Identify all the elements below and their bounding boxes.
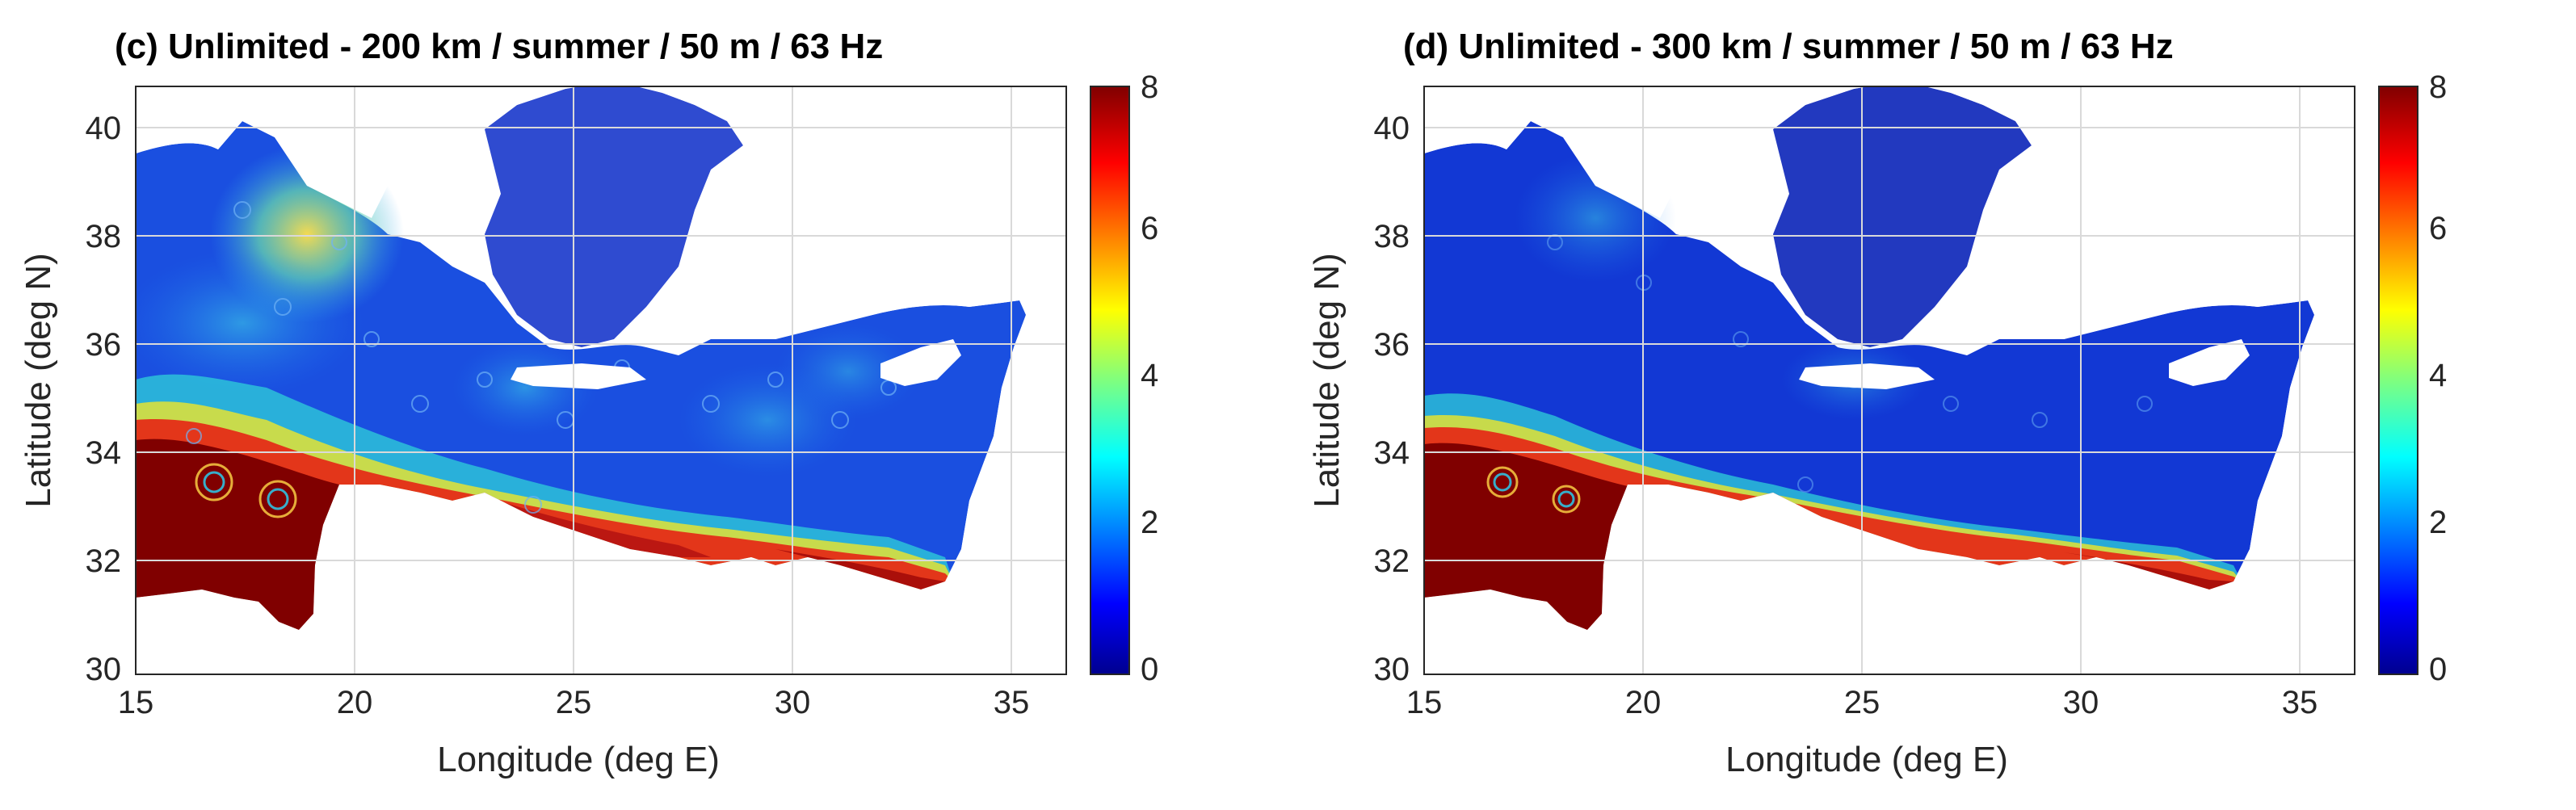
map-figure-d: (d) Unlimited - 300 km / summer / 50 m /… — [1307, 27, 2447, 779]
y-axis-label: Latitude (deg N) — [19, 253, 58, 508]
y-tick: 32 — [1374, 543, 1410, 579]
y-tick: 34 — [1374, 435, 1410, 471]
x-tick: 25 — [556, 685, 592, 720]
colorbar-tick: 6 — [1141, 211, 1158, 246]
colorbar-tick: 6 — [2429, 211, 2447, 246]
colorbar-tick: 8 — [1141, 69, 1158, 105]
colorbar-tick: 0 — [2429, 652, 2447, 687]
x-axis-label: Longitude (deg E) — [1725, 740, 2008, 779]
y-axis-label: Latitude (deg N) — [1307, 253, 1347, 508]
crete-island — [1799, 363, 1935, 389]
x-tick: 35 — [2282, 685, 2318, 720]
cyprus-island — [2169, 339, 2250, 386]
land-mask — [136, 81, 1066, 674]
panel-title: (d) Unlimited - 300 km / summer / 50 m /… — [1403, 27, 2174, 66]
colorbar-tick: 4 — [1141, 358, 1158, 393]
y-tick: 40 — [86, 111, 122, 146]
x-tick: 20 — [337, 685, 373, 720]
map-panel-c: (c) Unlimited - 200 km / summer / 50 m /… — [19, 27, 1158, 779]
colorbar-tick: 2 — [1141, 505, 1158, 540]
x-tick: 35 — [994, 685, 1030, 720]
axes-frame — [135, 86, 1067, 675]
y-tick: 36 — [86, 327, 122, 363]
x-tick: 30 — [775, 685, 811, 720]
colorbar-tick-labels: 0 2 4 6 8 — [1141, 69, 1158, 687]
y-tick: 30 — [1374, 652, 1410, 687]
x-tick: 15 — [1406, 685, 1443, 720]
x-tick: 25 — [1844, 685, 1881, 720]
grid-lines — [1424, 86, 2355, 674]
y-tick-labels: 30 32 34 36 38 40 — [1374, 111, 1410, 687]
y-tick: 40 — [1374, 111, 1410, 146]
grid-lines — [136, 86, 1066, 674]
colorbar-tick: 8 — [2429, 69, 2447, 105]
y-tick-labels: 30 32 34 36 38 40 — [86, 111, 122, 687]
land-mask — [1424, 81, 2355, 674]
y-tick: 32 — [86, 543, 122, 579]
x-tick: 20 — [1625, 685, 1662, 720]
crete-island — [511, 363, 646, 389]
colorbar-tick: 0 — [1141, 652, 1158, 687]
colorbar-tick: 2 — [2429, 505, 2447, 540]
map-panel-d: (d) Unlimited - 300 km / summer / 50 m /… — [1288, 0, 2576, 810]
cyprus-island — [880, 339, 961, 386]
y-tick: 38 — [1374, 219, 1410, 254]
y-tick: 34 — [86, 435, 122, 471]
x-tick-labels: 15 20 25 30 35 — [118, 685, 1030, 720]
y-tick: 30 — [86, 652, 122, 687]
colorbar-tick: 4 — [2429, 358, 2447, 393]
y-tick: 38 — [86, 219, 122, 254]
colorbar-tick-labels: 0 2 4 6 8 — [2429, 69, 2447, 687]
panel-title: (c) Unlimited - 200 km / summer / 50 m /… — [115, 27, 883, 66]
x-tick: 15 — [118, 685, 154, 720]
colorbar — [2378, 86, 2418, 675]
x-axis-label: Longitude (deg E) — [437, 740, 720, 779]
x-tick: 30 — [2063, 685, 2099, 720]
y-tick: 36 — [1374, 327, 1410, 363]
x-tick-labels: 15 20 25 30 35 — [1406, 685, 2318, 720]
colorbar — [1090, 86, 1130, 675]
axes-frame — [1423, 86, 2355, 675]
map-figure-c: (c) Unlimited - 200 km / summer / 50 m /… — [19, 27, 1158, 779]
